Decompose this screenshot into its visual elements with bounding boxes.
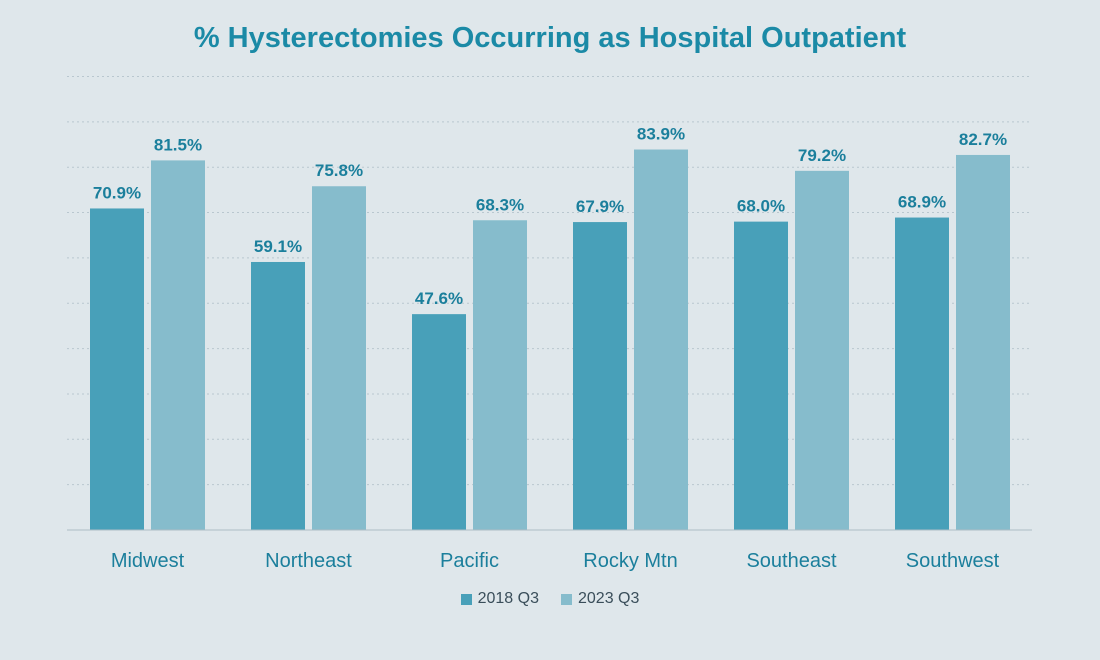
x-tick-label: Southeast [746,550,837,572]
bar-southwest-0 [895,217,949,530]
data-label: 83.9% [637,125,685,144]
bar-rocky-mtn-0 [573,222,627,531]
bar-pacific-0 [412,314,466,530]
data-label: 59.1% [254,237,302,256]
data-label: 68.0% [737,197,785,216]
bar-southeast-1 [795,170,849,530]
legend-item-2018-q3: 2018 Q3 [460,590,539,608]
data-label: 68.3% [476,195,524,214]
data-label: 79.2% [798,146,846,165]
legend-label-2023-q3: 2023 Q3 [578,590,640,607]
bar-northeast-0 [251,261,305,530]
data-label: 81.5% [154,135,202,154]
bar-pacific-1 [473,220,527,530]
x-tick-label: Midwest [111,550,185,572]
bar-southwest-1 [956,154,1010,530]
data-label: 70.9% [93,183,141,202]
bar-southeast-0 [734,221,788,530]
x-tick-label: Pacific [440,550,499,572]
x-tick-label: Northeast [265,550,352,572]
bar-rocky-mtn-1 [634,149,688,531]
x-tick-label: Southwest [906,550,1000,572]
data-label: 68.9% [898,193,946,212]
data-label: 82.7% [959,130,1007,149]
chart-title: % Hysterectomies Occurring as Hospital O… [193,22,907,54]
data-label: 67.9% [576,197,624,216]
legend-label-2018-q3: 2018 Q3 [477,590,539,607]
legend-item-2023-q3: 2023 Q3 [561,590,639,608]
x-tick-label: Rocky Mtn [583,550,677,572]
legend-swatch-2018-q3 [460,593,472,605]
bar-midwest-0 [90,208,144,530]
legend-swatch-2023-q3 [561,593,572,605]
data-label: 47.6% [415,289,463,308]
bar-midwest-1 [151,160,205,530]
data-label: 75.8% [315,161,363,180]
bar-northeast-1 [312,186,366,530]
legend: 2018 Q3 2023 Q3 [0,590,1100,608]
